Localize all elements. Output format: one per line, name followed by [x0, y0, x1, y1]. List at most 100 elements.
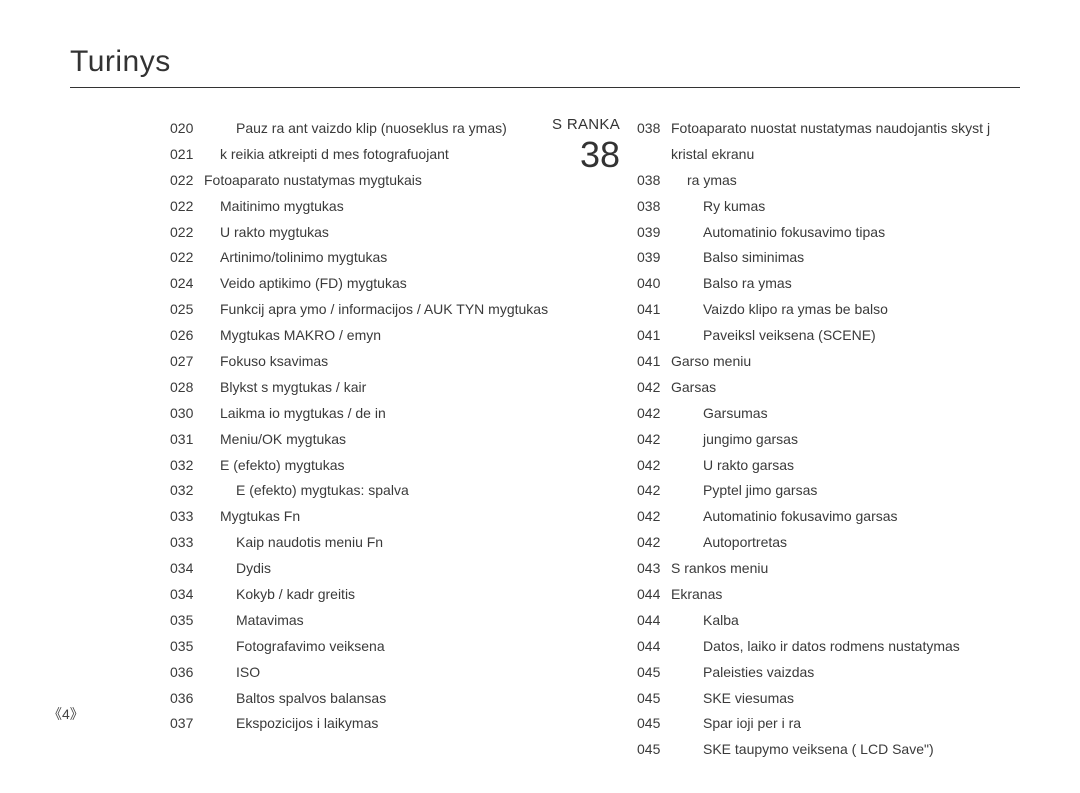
- toc-page-ref: 032: [170, 478, 204, 504]
- toc-entry-text: Autoportretas: [671, 530, 1020, 556]
- toc-page-ref: 022: [170, 194, 204, 220]
- toc-entry: 042Automatinio fokusavimo garsas: [637, 504, 1020, 530]
- toc-entry: 041Vaizdo klipo ra ymas be balso: [637, 297, 1020, 323]
- toc-entry: 039Automatinio fokusavimo tipas: [637, 220, 1020, 246]
- toc-entry-text: Spar ioji per i ra: [671, 711, 1020, 737]
- toc-page-ref: 033: [170, 530, 204, 556]
- toc-entry: 032E (efekto) mygtukas: [170, 453, 575, 479]
- toc-entry-text: S rankos meniu: [671, 556, 1020, 582]
- toc-entry: 022U rakto mygtukas: [170, 220, 575, 246]
- toc-page-ref: 026: [170, 323, 204, 349]
- toc-entry-text: Kalba: [671, 608, 1020, 634]
- toc-entry: 037Ekspozicijos i laikymas: [170, 711, 575, 737]
- toc-page-ref: 039: [637, 245, 671, 271]
- toc-page-ref: 036: [170, 660, 204, 686]
- toc-page-ref: 042: [637, 401, 671, 427]
- toc-entry-text: SKE taupymo veiksena ( LCD Save"): [671, 737, 1020, 763]
- toc-entry-text: Ekranas: [671, 582, 1020, 608]
- toc-entry: 045Paleisties vaizdas: [637, 660, 1020, 686]
- toc-page-ref: 032: [170, 453, 204, 479]
- toc-page-ref: 040: [637, 271, 671, 297]
- toc-page-ref: 043: [637, 556, 671, 582]
- toc-column-left: 020Pauz ra ant vaizdo klip (nuoseklus ra…: [170, 116, 575, 763]
- toc-entry: 027Fokuso ksavimas: [170, 349, 575, 375]
- toc-page-ref: 036: [170, 686, 204, 712]
- toc-entry: 020Pauz ra ant vaizdo klip (nuoseklus ra…: [170, 116, 575, 142]
- toc-entry-text: k reikia atkreipti d mes fotografuojant: [204, 142, 575, 168]
- toc-entry-text: Paveiksl veiksena (SCENE): [671, 323, 1020, 349]
- toc-entry-text: Paleisties vaizdas: [671, 660, 1020, 686]
- toc-page-ref: 020: [170, 116, 204, 142]
- toc-entry: 038 ra ymas: [637, 168, 1020, 194]
- toc-entry: 042Autoportretas: [637, 530, 1020, 556]
- toc-entry-text: Garso meniu: [671, 349, 1020, 375]
- toc-entry-text: Fotoaparato nustatymas mygtukais: [204, 168, 575, 194]
- toc-entry-text: Matavimas: [204, 608, 575, 634]
- toc-entry: 041Paveiksl veiksena (SCENE): [637, 323, 1020, 349]
- toc-entry-text: jungimo garsas: [671, 427, 1020, 453]
- toc-page-ref: 035: [170, 634, 204, 660]
- toc-entry-text: Meniu/OK mygtukas: [204, 427, 575, 453]
- toc-page-ref: 022: [170, 220, 204, 246]
- toc-entry: 042Garsumas: [637, 401, 1020, 427]
- toc-entry-text: Blykst s mygtukas / kair: [204, 375, 575, 401]
- toc-entry-text: Balso ra ymas: [671, 271, 1020, 297]
- toc-entry: 028Blykst s mygtukas / kair: [170, 375, 575, 401]
- toc-page-ref: 041: [637, 323, 671, 349]
- toc-page-ref: 042: [637, 504, 671, 530]
- toc-entry-text: Artinimo/tolinimo mygtukas: [204, 245, 575, 271]
- toc-page-ref: 038: [637, 194, 671, 220]
- toc-entry: 022Fotoaparato nustatymas mygtukais: [170, 168, 575, 194]
- toc-entry: 036Baltos spalvos balansas: [170, 686, 575, 712]
- toc-entry-text: Mygtukas Fn: [204, 504, 575, 530]
- toc-entry: 031Meniu/OK mygtukas: [170, 427, 575, 453]
- toc-entry-text: Pyptel jimo garsas: [671, 478, 1020, 504]
- toc-entry: 021 k reikia atkreipti d mes fotografuoj…: [170, 142, 575, 168]
- toc-entry-text: Fotografavimo veiksena: [204, 634, 575, 660]
- toc-entry-text: E (efekto) mygtukas: spalva: [204, 478, 575, 504]
- toc-entry: 045SKE taupymo veiksena ( LCD Save"): [637, 737, 1020, 763]
- toc-page-ref: 027: [170, 349, 204, 375]
- toc-page-ref: 045: [637, 660, 671, 686]
- toc-entry: 036ISO: [170, 660, 575, 686]
- toc-entry: 044Kalba: [637, 608, 1020, 634]
- toc-entry-text: Automatinio fokusavimo garsas: [671, 504, 1020, 530]
- toc-entry-text: Automatinio fokusavimo tipas: [671, 220, 1020, 246]
- toc-entry-text: Ekspozicijos i laikymas: [204, 711, 575, 737]
- toc-page-ref: 044: [637, 608, 671, 634]
- toc-entry-text: Dydis: [204, 556, 575, 582]
- toc-page-ref: 039: [637, 220, 671, 246]
- page-number: 4: [62, 706, 70, 722]
- toc-entry-text: U rakto mygtukas: [204, 220, 575, 246]
- toc-entry: 030Laikma io mygtukas / de in: [170, 401, 575, 427]
- toc-page-ref: 042: [637, 427, 671, 453]
- toc-entry: 038Ry kumas: [637, 194, 1020, 220]
- toc-page-ref: 038: [637, 116, 671, 142]
- toc-page-ref: 035: [170, 608, 204, 634]
- toc-entry: 026Mygtukas MAKRO / emyn: [170, 323, 575, 349]
- toc-entry: 043S rankos meniu: [637, 556, 1020, 582]
- toc-page-ref: 045: [637, 711, 671, 737]
- toc-entry-text: Ry kumas: [671, 194, 1020, 220]
- toc-entry-text: Maitinimo mygtukas: [204, 194, 575, 220]
- toc-page-ref: 041: [637, 349, 671, 375]
- toc-entry: 042U rakto garsas: [637, 453, 1020, 479]
- toc-entry: 045SKE viesumas: [637, 686, 1020, 712]
- toc-page-ref: 022: [170, 245, 204, 271]
- section-label: S RANKA: [530, 116, 620, 133]
- toc-entry-text: Balso siminimas: [671, 245, 1020, 271]
- toc-entry: 042Pyptel jimo garsas: [637, 478, 1020, 504]
- toc-page-ref: 042: [637, 453, 671, 479]
- toc-entry-text: Laikma io mygtukas / de in: [204, 401, 575, 427]
- toc-page-ref: 034: [170, 582, 204, 608]
- toc-entry: 035Matavimas: [170, 608, 575, 634]
- toc-page-ref: 025: [170, 297, 204, 323]
- toc-entry: 044Ekranas: [637, 582, 1020, 608]
- toc-page-ref: 033: [170, 504, 204, 530]
- toc-entry-text: Fotoaparato nuostat nustatymas naudojant…: [671, 116, 1020, 168]
- toc-page-ref: 028: [170, 375, 204, 401]
- toc-entry: 024Veido aptikimo (FD) mygtukas: [170, 271, 575, 297]
- toc-list-left: 020Pauz ra ant vaizdo klip (nuoseklus ra…: [170, 116, 575, 737]
- toc-entry: 045Spar ioji per i ra: [637, 711, 1020, 737]
- toc-entry: 038Fotoaparato nuostat nustatymas naudoj…: [637, 116, 1020, 168]
